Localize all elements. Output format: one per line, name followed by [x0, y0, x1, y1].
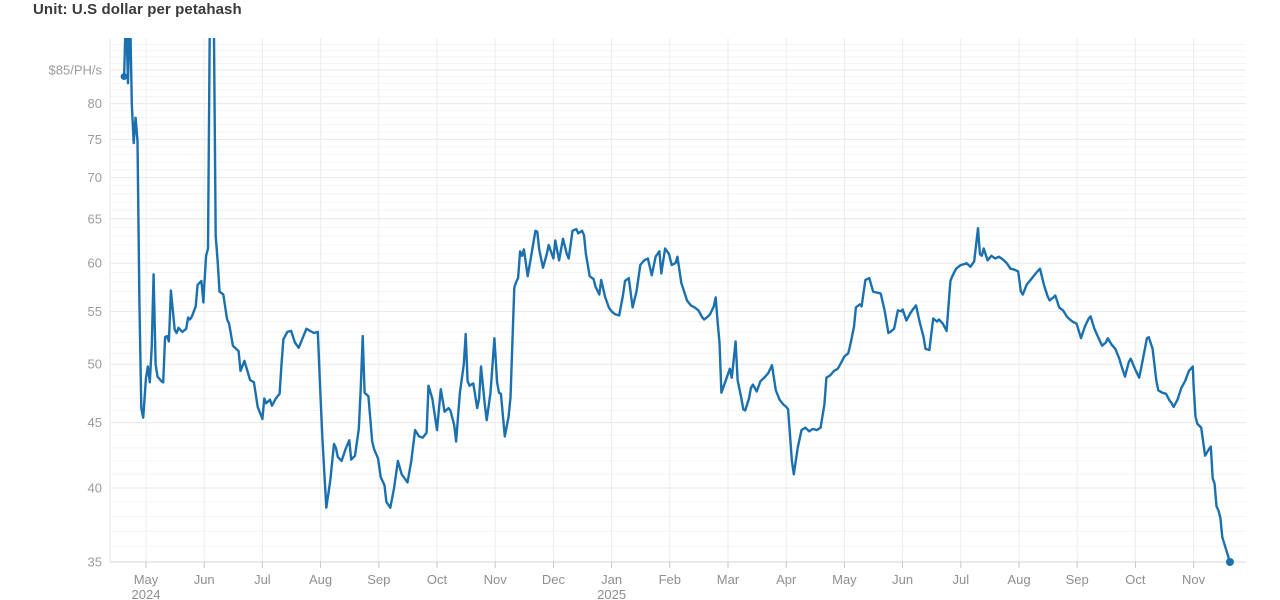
- price-line[interactable]: [122, 3, 1232, 563]
- x-tick-label: Jul: [254, 572, 271, 587]
- x-tick-label: Aug: [1007, 572, 1030, 587]
- y-tick-label: 60: [88, 256, 102, 271]
- y-tick-label: 45: [88, 415, 102, 430]
- x-tick-label: Sep: [1066, 572, 1089, 587]
- x-tick-label: Jun: [194, 572, 215, 587]
- x-tick-label: Mar: [717, 572, 740, 587]
- y-tick-label: 35: [88, 555, 102, 570]
- y-tick-label: 70: [88, 170, 102, 185]
- x-tick-label: Nov: [484, 572, 508, 587]
- y-tick-label: 75: [88, 132, 102, 147]
- chart-title: Unit: U.S dollar per petahash: [33, 1, 242, 18]
- month-gridlines: [145, 38, 1195, 562]
- x-tick-label: Oct: [1125, 572, 1146, 587]
- y-tick-label: 80: [88, 96, 102, 111]
- y-tick-label: $85/PH/s: [49, 63, 103, 78]
- x-tick-label: Dec: [542, 572, 566, 587]
- x-tick-label: Jan: [601, 572, 622, 587]
- x-tick-label: Jul: [952, 572, 969, 587]
- x-tick-year-label: 2024: [132, 587, 161, 600]
- x-tick-label: Nov: [1182, 572, 1206, 587]
- x-tick-year-label: 2025: [597, 587, 626, 600]
- x-tick-label: Aug: [309, 572, 332, 587]
- x-tick-label: Feb: [659, 572, 681, 587]
- series-end-dot: [1225, 558, 1234, 567]
- y-tick-label: 55: [88, 304, 102, 319]
- series-start-dot: [120, 73, 128, 81]
- x-tick-label: Jun: [892, 572, 913, 587]
- x-tick-label: May: [134, 572, 159, 587]
- y-axis-labels: $85/PH/s 80 75 70 65 60 55 50 45 40 35: [49, 63, 103, 570]
- y-tick-label: 65: [88, 211, 102, 226]
- y-tick-label: 50: [88, 357, 102, 372]
- x-axis-tick-marks: [145, 562, 1195, 568]
- x-tick-label: Oct: [427, 572, 448, 587]
- major-gridlines: [110, 69, 1246, 563]
- y-tick-label: 40: [88, 480, 102, 495]
- x-tick-label: May: [832, 572, 857, 587]
- x-tick-label: Sep: [367, 572, 390, 587]
- x-tick-label: Apr: [776, 572, 797, 587]
- minor-gridlines: [110, 44, 1246, 547]
